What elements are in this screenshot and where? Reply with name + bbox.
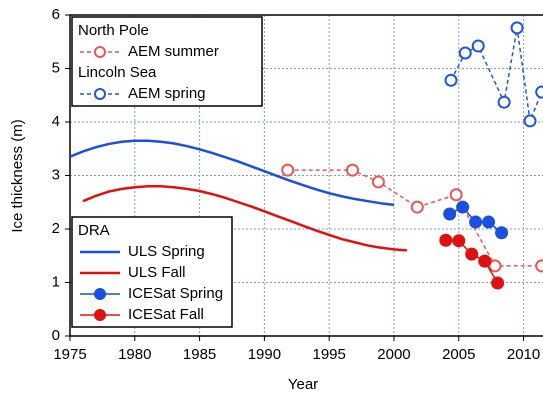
x-tick-label: 2005 bbox=[442, 346, 475, 363]
legend: North Pole AEM summer Lincoln Sea AEM sprin… bbox=[71, 16, 263, 107]
y-tick-label: 5 bbox=[52, 59, 60, 76]
legend-label: AEM spring bbox=[128, 85, 206, 102]
data-point bbox=[471, 39, 485, 53]
legend-label: ICESat Fall bbox=[128, 306, 204, 323]
y-tick-label: 6 bbox=[52, 6, 60, 23]
data-point bbox=[439, 233, 453, 247]
data-point bbox=[497, 95, 511, 109]
data-point bbox=[458, 46, 472, 60]
x-tick-label: 1975 bbox=[53, 346, 86, 363]
x-tick-label: 2000 bbox=[377, 346, 410, 363]
x-tick-label: 1980 bbox=[118, 346, 151, 363]
data-point bbox=[523, 114, 537, 128]
plot-area bbox=[70, 21, 543, 290]
legend-heading: DRA bbox=[78, 222, 110, 239]
data-point bbox=[449, 188, 463, 202]
data-point bbox=[410, 200, 424, 214]
legend-heading: Lincoln Sea bbox=[78, 64, 157, 81]
legend-label: ULS Fall bbox=[128, 264, 186, 281]
series-line bbox=[70, 139, 395, 207]
legend-marker bbox=[94, 88, 106, 100]
data-point bbox=[535, 259, 543, 273]
data-point bbox=[465, 247, 479, 261]
x-tick-label: 1995 bbox=[312, 346, 345, 363]
y-tick-label: 0 bbox=[52, 327, 60, 344]
axis-frame bbox=[69, 14, 543, 337]
data-point bbox=[469, 215, 483, 229]
data-point bbox=[281, 163, 295, 177]
y-tick-label: 1 bbox=[52, 273, 60, 290]
x-axis-label: Year bbox=[288, 376, 318, 393]
data-point bbox=[346, 163, 360, 177]
y-tick-label: 4 bbox=[52, 113, 60, 130]
data-point bbox=[371, 175, 385, 189]
data-point bbox=[456, 200, 470, 214]
y-tick-label: 3 bbox=[52, 166, 60, 183]
y-axis-label: Ice thickness (m) bbox=[9, 119, 26, 232]
x-tick-label: 1990 bbox=[248, 346, 281, 363]
y-tick-label: 2 bbox=[52, 220, 60, 237]
data-point bbox=[452, 234, 466, 248]
legend-marker bbox=[94, 309, 106, 321]
data-point bbox=[478, 254, 492, 268]
data-point bbox=[488, 259, 502, 273]
data-point bbox=[444, 73, 458, 87]
series-line bbox=[450, 27, 543, 124]
series-line bbox=[82, 184, 408, 252]
data-point bbox=[495, 226, 509, 240]
data-point bbox=[491, 276, 505, 290]
x-tick-label: 2010 bbox=[507, 346, 540, 363]
data-point bbox=[535, 85, 543, 99]
legend-marker bbox=[94, 46, 106, 58]
data-point bbox=[482, 215, 496, 229]
legend-label: AEM summer bbox=[128, 43, 219, 60]
legend-marker bbox=[94, 288, 106, 300]
legend: DRA ULS Spring ULS Fall ICESat Spring ICESat… bbox=[71, 216, 233, 328]
data-point bbox=[510, 21, 524, 35]
data-point bbox=[443, 207, 457, 221]
legend-label: ICESat Spring bbox=[128, 285, 223, 302]
series-line bbox=[287, 169, 542, 267]
legend-heading: North Pole bbox=[78, 22, 149, 39]
legend-label: ULS Spring bbox=[128, 243, 205, 260]
x-tick-label: 1985 bbox=[183, 346, 216, 363]
